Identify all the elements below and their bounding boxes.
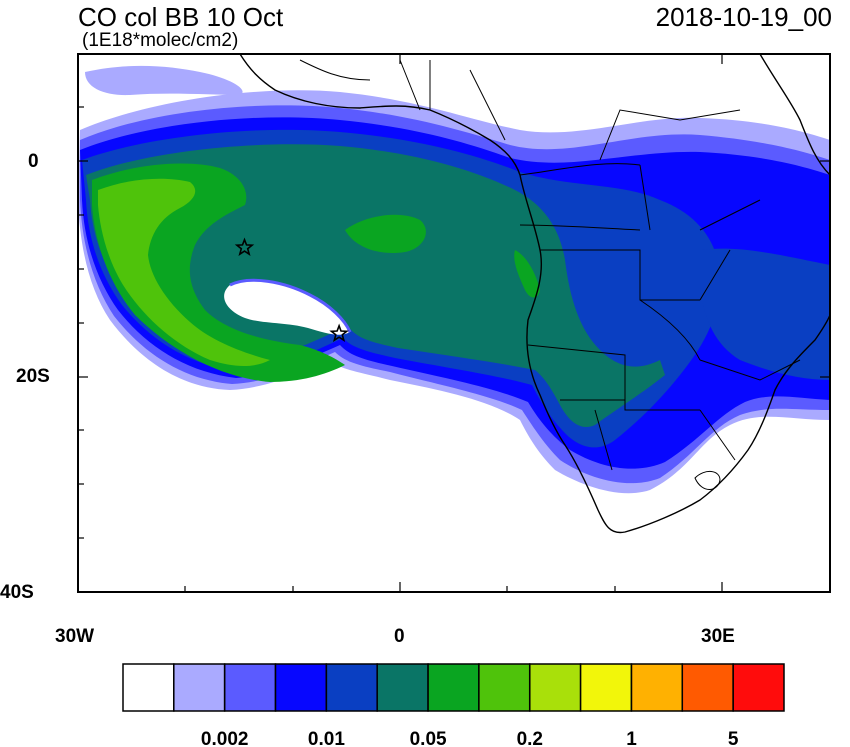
axis-ticks	[78, 54, 830, 592]
colorbar-swatch-4	[274, 663, 328, 712]
colorbar-label-4: 0.2	[517, 729, 543, 747]
country-borders	[299, 59, 801, 490]
y-label-40s: 40S	[0, 582, 34, 603]
colorbar-swatch-12	[681, 663, 734, 712]
map-title: CO col BB 10 Oct	[78, 2, 284, 32]
colorbar-swatch-1	[122, 663, 175, 712]
plume-layer-lightgreen	[98, 178, 270, 366]
colorbar-swatch-11	[630, 663, 684, 712]
plume-layer-green-coast	[514, 250, 540, 298]
colorbar-swatch-7	[427, 663, 480, 712]
x-label-30w: 30W	[55, 626, 95, 647]
colorbar-label-5: 1	[626, 729, 637, 747]
colorbar-swatch-3	[223, 663, 277, 712]
clean-air-pocket-rim	[229, 278, 352, 333]
plume-layer-green-patch	[345, 214, 426, 254]
x-label-30e: 30E	[701, 626, 735, 647]
colorbar-swatch-13	[732, 663, 785, 712]
y-label-20s: 20S	[16, 366, 50, 387]
colorbar-swatch-6	[376, 663, 429, 712]
coastlines	[239, 54, 830, 534]
colorbar-swatch-5	[325, 663, 378, 712]
colorbar-swatch-10	[579, 663, 633, 712]
plume-layer-lavender-north	[85, 65, 243, 96]
colorbar-swatch-9	[529, 663, 582, 712]
markers-layer	[234, 237, 349, 342]
plume-layer-navy-east	[700, 248, 830, 380]
plume-map	[77, 53, 831, 593]
colorbar-label-2: 0.01	[308, 729, 345, 747]
colorbar-label-1: 0.002	[201, 729, 249, 747]
star-marker-1	[234, 237, 255, 257]
colorbar-label-3: 0.05	[410, 729, 447, 747]
colorbar-swatch-8	[478, 663, 531, 712]
map-frame	[77, 53, 831, 593]
timestamp-label: 2018-10-19_00	[655, 2, 832, 32]
colorbar-label-6: 5	[728, 729, 739, 747]
units-label: (1E18*molec/cm2)	[82, 30, 239, 51]
clean-air-pocket	[224, 280, 350, 335]
x-label-0: 0	[394, 626, 405, 647]
y-label-0: 0	[28, 151, 39, 172]
star-marker-2	[329, 323, 349, 342]
colorbar-swatch-2	[173, 663, 226, 712]
